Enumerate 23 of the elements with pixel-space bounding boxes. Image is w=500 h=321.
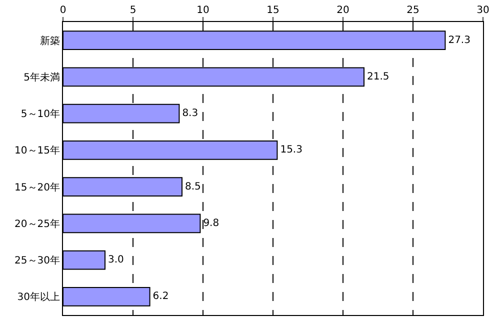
data-label: 9.8 [203,218,220,229]
x-tick-label: 25 [406,5,420,16]
x-tick-label: 0 [60,5,66,16]
y-tick-label: 5～10年 [20,108,60,120]
x-tick-label: 15 [266,5,280,16]
data-label: 27.3 [448,34,470,46]
y-tick-label: 5年未満 [24,71,60,84]
data-label: 15.3 [280,144,302,156]
y-tick-label: 15～20年 [14,181,60,194]
x-tick-label: 30 [476,5,490,16]
x-tick-label: 5 [130,5,136,16]
data-label: 3.0 [108,254,124,266]
y-tick-label: 30年以上 [17,291,60,304]
x-tick-label: 10 [196,5,210,16]
y-tick-label: 20～25年 [14,218,60,230]
data-label: 21.5 [367,71,390,82]
data-label: 8.5 [185,181,201,192]
data-label: 6.2 [152,291,169,302]
data-label: 8.3 [182,108,198,120]
y-tick-label: 新築 [40,34,60,47]
y-tick-label: 10～15年 [14,144,60,157]
y-tick-label: 25～30年 [14,254,60,267]
x-tick-label: 20 [336,5,350,16]
